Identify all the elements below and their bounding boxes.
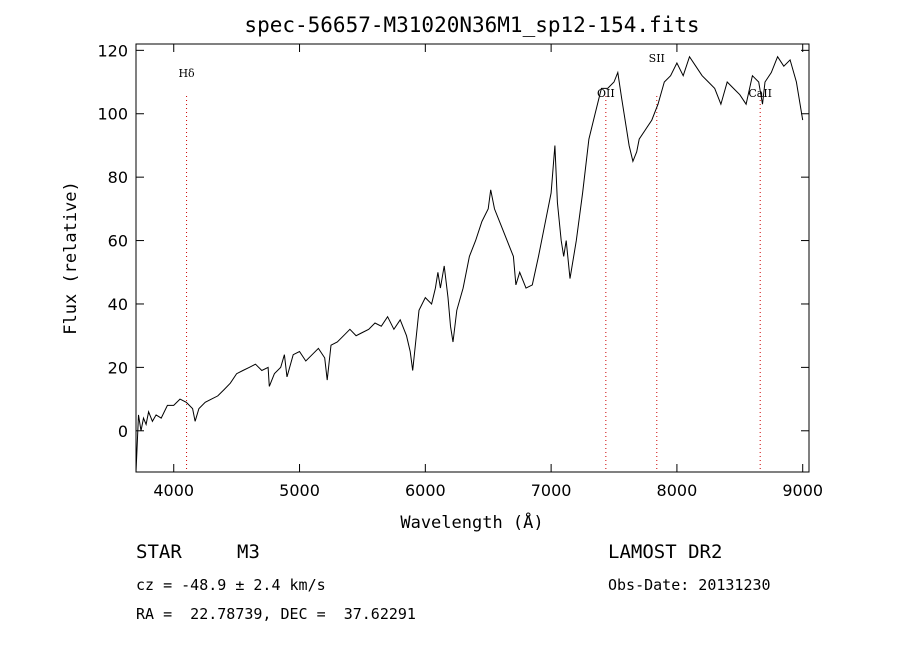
x-tick-label: 4000 [153,481,194,500]
x-tick-label: 9000 [782,481,823,500]
chart-title: spec-56657-M31020N36M1_sp12-154.fits [244,13,699,37]
y-tick-label: 120 [97,41,128,60]
y-tick-label: 20 [108,358,128,377]
coordinates: RA = 22.78739, DEC = 37.62291 [136,605,416,623]
x-tick-label: 7000 [531,481,572,500]
marker-label: Hδ [178,67,195,80]
x-tick-label: 8000 [657,481,698,500]
x-tick-label: 5000 [279,481,320,500]
object-class: STAR [136,541,182,563]
observation-date: Obs-Date: 20131230 [608,576,771,594]
y-tick-label: 60 [108,232,128,251]
redshift-velocity: cz = -48.9 ± 2.4 km/s [136,576,326,594]
y-tick-label: 80 [108,168,128,187]
axis-ticks: 4000 5000 6000 7000 8000 9000 0 20 40 60 80 100 120 [97,41,823,500]
x-tick-label: 6000 [405,481,446,500]
object-subclass: M3 [237,541,260,563]
plot-frame [135,43,810,473]
y-tick-label: 100 [97,105,128,124]
survey-name: LAMOST DR2 [608,541,723,563]
marker-label: SII [649,52,665,65]
x-axis-label: Wavelength (Å) [400,511,543,533]
y-tick-label: 0 [118,422,128,441]
y-tick-label: 40 [108,295,128,314]
y-axis-label: Flux (relative) [61,181,81,335]
spectrum-line [135,55,804,473]
